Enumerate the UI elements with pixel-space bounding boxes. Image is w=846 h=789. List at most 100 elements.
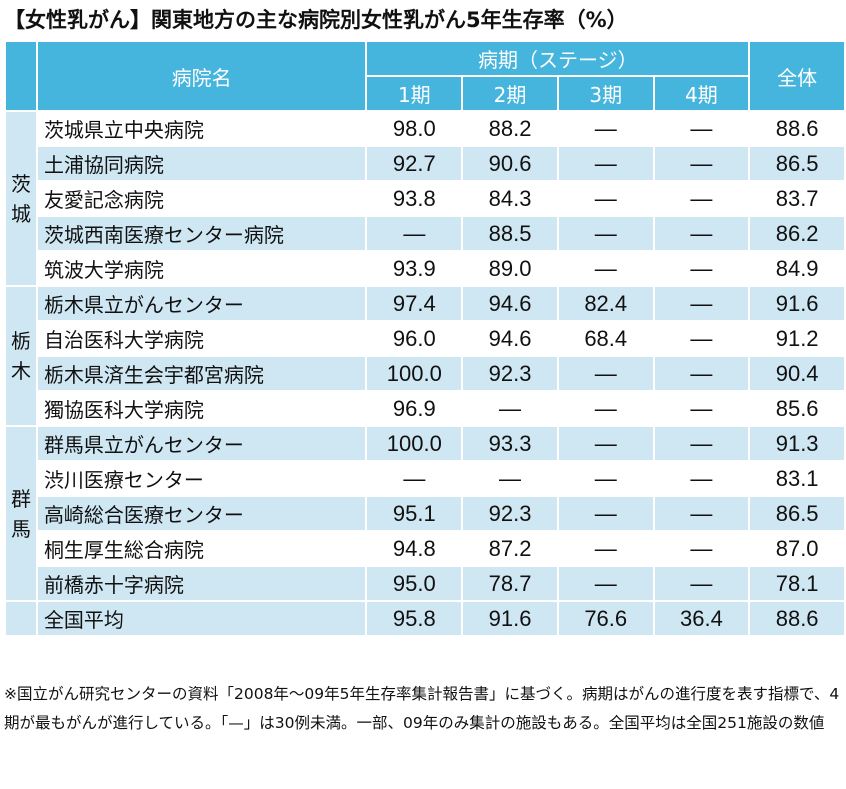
stage-1-value: 95.1 [365,495,464,532]
prefecture-char: 城 [10,201,31,226]
national-average-label: 全国平均 [35,600,368,637]
stage-1-header: 1期 [365,75,464,112]
stage-2-value: 89.0 [461,250,559,287]
stage-2-value: 78.7 [461,565,559,602]
stage-3-value: — [556,460,655,497]
stage-1-value: 92.7 [365,145,464,182]
stage-3-header: 3期 [556,75,655,112]
stage-2-value: 90.6 [461,145,559,182]
prefecture-char: 馬 [10,516,31,541]
hospital-name: 渋川医療センター [35,460,368,497]
national-stage-1-value: 95.8 [365,600,464,637]
table-row: 自治医科大学病院 96.0 94.6 68.4—91.2 [5,320,846,357]
stage-3-value: — [556,495,655,532]
stage-2-value: — [461,460,559,497]
overall-value: 83.7 [748,180,846,217]
overall-value: 91.6 [748,285,846,322]
stage-4-value: — [652,215,751,252]
stage-4-value: — [652,530,751,567]
table-row: 筑波大学病院 93.9 89.0— —84.9 [5,250,846,287]
national-stage-2-value: 91.6 [461,600,559,637]
stage-1-value: 96.9 [365,390,464,427]
overall-value: 86.5 [748,495,846,532]
stage-3-value: 68.4 [556,320,655,357]
hospital-name: 栃木県済生会宇都宮病院 [35,355,368,392]
hospital-name: 群馬県立がんセンター [35,425,368,462]
stage-1-value: 100.0 [365,355,464,392]
stage-4-value: — [652,145,751,182]
overall-value: 83.1 [748,460,846,497]
table-row: 茨城西南医療センター病院 —88.5— —86.2 [5,215,846,252]
stage-3-value: — [556,565,655,602]
overall-value: 87.0 [748,530,846,567]
hospital-name: 獨協医科大学病院 [35,390,368,427]
stage-4-value: — [652,565,751,602]
national-stage-4-value: 36.4 [652,600,751,637]
stage-2-value: 94.6 [461,285,559,322]
table-body: 茨城茨城県立中央病院 98.0 88.2— —88.6 土浦協同病院 92.7 90.6— —… [4,110,846,637]
overall-value: 78.1 [748,565,846,602]
stage-group-header: 病期（ステージ） [365,40,751,77]
stage-2-value: 84.3 [461,180,559,217]
stage-2-value: — [461,390,559,427]
stage-3-value: — [556,425,655,462]
stage-4-value: — [652,250,751,287]
stage-3-value: — [556,355,655,392]
overall-value: 86.2 [748,215,846,252]
stage-3-value: — [556,390,655,427]
hospital-name: 自治医科大学病院 [35,320,368,357]
prefecture-char: 群 [10,486,31,511]
stage-3-value: — [556,250,655,287]
stage-3-value: — [556,215,655,252]
overall-value: 90.4 [748,355,846,392]
stage-1-value: 97.4 [365,285,464,322]
overall-value: 88.6 [748,110,846,147]
stage-1-value: 94.8 [365,530,464,567]
stage-1-value: — [365,215,464,252]
stage-4-header: 4期 [652,75,751,112]
table-row: 獨協医科大学病院 96.9— — —85.6 [5,390,846,427]
overall-value: 91.2 [748,320,846,357]
hospital-name: 茨城西南医療センター病院 [35,215,368,252]
table-row: 前橋赤十字病院 95.0 78.7— —78.1 [5,565,846,602]
table-row: 茨城茨城県立中央病院 98.0 88.2— —88.6 [4,110,846,287]
stage-3-value: — [556,180,655,217]
stage-1-value: 93.9 [365,250,464,287]
overall-column-header: 全体 [748,40,846,112]
prefecture-char: 木 [10,359,31,383]
national-average-row: 全国平均 95.8 91.6 76.6 36.4 88.6 [4,600,846,637]
prefecture-label: 茨城 [4,110,38,287]
stage-1-value: 98.0 [365,110,464,147]
stage-4-value: — [652,425,751,462]
hospital-name: 桐生厚生総合病院 [35,530,368,567]
hospital-column-header: 病院名 [35,40,368,112]
table-row: 群馬群馬県立がんセンター 100.0 93.3— —91.3 [4,425,846,602]
blank-cell [4,600,38,637]
stage-2-value: 87.2 [461,530,559,567]
table-row: 桐生厚生総合病院 94.8 87.2— —87.0 [5,530,846,567]
table-row: 土浦協同病院 92.7 90.6— —86.5 [5,145,846,182]
stage-3-value: — [556,145,655,182]
stage-4-value: — [652,355,751,392]
stage-2-value: 92.3 [461,355,559,392]
stage-2-value: 93.3 [461,425,559,462]
stage-1-value: 95.0 [365,565,464,602]
stage-4-value: — [652,285,751,322]
stage-2-value: 88.2 [461,110,559,147]
stage-1-value: 96.0 [365,320,464,357]
hospital-name: 友愛記念病院 [35,180,368,217]
prefecture-label: 群馬 [4,425,38,602]
stage-3-value: — [556,530,655,567]
survival-rate-table: 病院名 病期（ステージ） 全体 1期 2期 3期 4期 茨城茨城県立中央病院 98… [4,40,846,637]
stage-4-value: — [652,390,751,427]
stage-1-value: 100.0 [365,425,464,462]
stage-2-value: 92.3 [461,495,559,532]
overall-value: 85.6 [748,390,846,427]
table-row: 友愛記念病院 93.8 84.3— —83.7 [5,180,846,217]
table-row: 栃木栃木県立がんセンター 97.4 94.6 82.4—91.6 [4,285,846,427]
table-title: 【女性乳がん】関東地方の主な病院別女性乳がん5年生存率（%） [4,8,628,32]
stage-4-value: — [652,460,751,497]
stage-3-value: — [556,110,655,147]
table-row: 栃木県済生会宇都宮病院 100.0 92.3— —90.4 [5,355,846,392]
stage-2-header: 2期 [461,75,559,112]
